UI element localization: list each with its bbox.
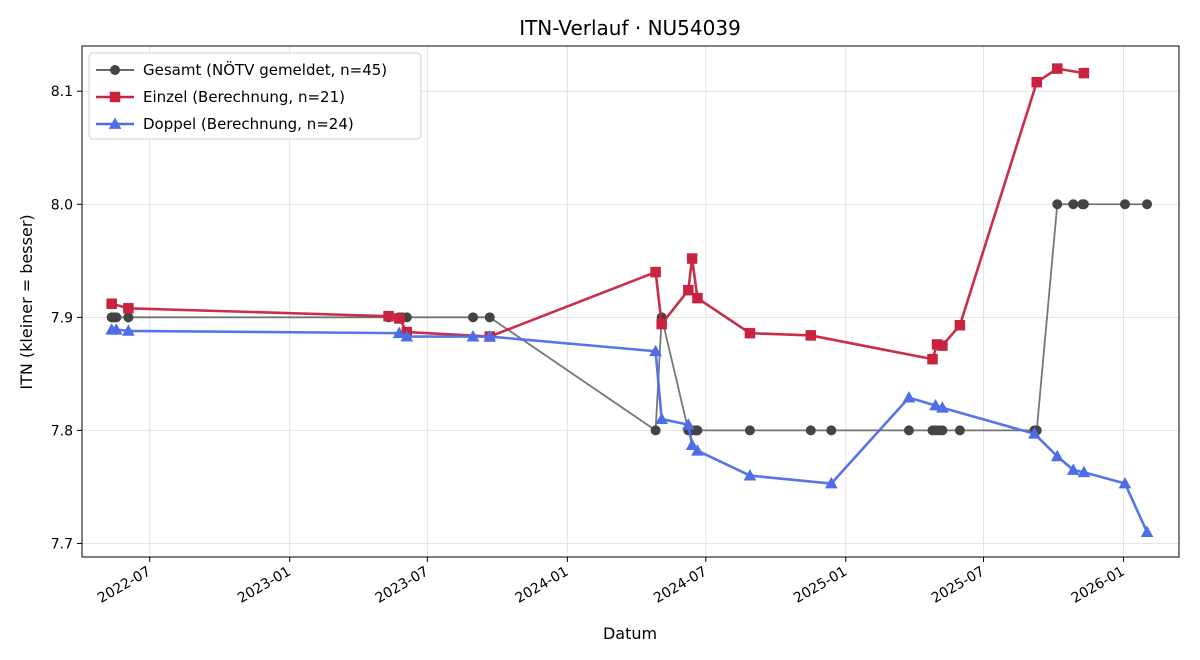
einzel-point: [393, 313, 405, 324]
doppel-point: [936, 401, 949, 413]
doppel-point: [122, 324, 135, 336]
gesamt-point: [903, 425, 914, 436]
einzel-point: [683, 284, 694, 296]
einzel-point: [1078, 67, 1090, 79]
gesamt-legend-marker: [110, 65, 120, 75]
einzel-point: [123, 303, 134, 314]
doppel-point: [685, 438, 699, 450]
gesamt-point: [1078, 199, 1089, 210]
doppel-point: [649, 344, 662, 357]
doppel-legend-marker: [108, 117, 122, 129]
gesamt-point: [1052, 199, 1063, 210]
doppel-point: [109, 323, 123, 335]
einzel-point: [937, 340, 948, 351]
einzel-legend-label: Einzel (Berechnung, n=21): [143, 88, 345, 106]
y-tick-label: 8.0: [51, 197, 73, 213]
gesamt-point: [937, 425, 948, 436]
doppel-point: [929, 398, 942, 411]
einzel-point: [1031, 76, 1042, 88]
chart-title: ITN-Verlauf · NU54039: [519, 16, 741, 40]
einzel-point: [954, 319, 966, 331]
doppel-point: [1066, 463, 1080, 475]
einzel-point: [650, 266, 661, 278]
legend: Gesamt (NÖTV gemeldet, n=45) Einzel (Bere…: [88, 52, 422, 140]
gesamt-point: [826, 425, 837, 436]
y-tick-label: 7.8: [51, 423, 73, 439]
doppel-point: [681, 418, 695, 430]
doppel-point: [466, 330, 480, 342]
einzel-point: [1052, 63, 1063, 74]
x-axis-label: Datum: [603, 624, 657, 643]
gesamt-point: [468, 312, 479, 323]
doppel-point: [824, 476, 838, 489]
doppel-point: [1050, 449, 1064, 462]
gesamt-point: [484, 312, 495, 323]
doppel-point: [392, 326, 406, 339]
doppel-point: [1140, 525, 1154, 538]
einzel-point: [927, 353, 938, 365]
doppel-point: [1077, 465, 1091, 478]
doppel-point: [1028, 427, 1041, 439]
einzel-legend-marker: [109, 91, 121, 103]
gesamt-point: [954, 425, 965, 436]
doppel-point: [400, 330, 414, 342]
gesamt-point: [1119, 199, 1130, 210]
einzel-point: [686, 253, 698, 264]
y-tick-label: 7.7: [51, 536, 73, 552]
gesamt-point: [123, 312, 134, 323]
doppel-point: [655, 412, 669, 424]
plot-frame: [81, 45, 1180, 558]
doppel-legend-label: Doppel (Berechnung, n=24): [143, 115, 354, 133]
doppel-point: [691, 444, 704, 456]
einzel-series: [106, 63, 1090, 365]
y-tick-label: 7.9: [51, 310, 73, 326]
einzel-point: [744, 327, 756, 339]
gesamt-point: [805, 425, 816, 436]
gesamt-legend-label: Gesamt (NÖTV gemeldet, n=45): [143, 60, 387, 79]
legend-box: [88, 52, 422, 140]
einzel-point: [805, 330, 817, 341]
y-axis-label: ITN (kleiner = besser): [17, 214, 36, 389]
doppel-point: [1118, 476, 1132, 489]
doppel-point: [902, 391, 916, 403]
series-layer: [105, 63, 1154, 538]
doppel-point: [483, 330, 497, 342]
gesamt-point: [692, 425, 703, 436]
einzel-point: [383, 310, 394, 322]
gesamt-point: [650, 425, 661, 436]
gesamt-point: [1142, 199, 1153, 210]
einzel-point: [106, 298, 117, 310]
gesamt-point: [111, 312, 122, 323]
doppel-series: [105, 323, 1154, 538]
gesamt-point: [1068, 199, 1079, 210]
doppel-point: [743, 469, 757, 481]
gesamt-point: [744, 425, 755, 436]
y-tick-label: 8.1: [51, 84, 73, 100]
einzel-point: [656, 318, 667, 330]
einzel-point: [692, 292, 703, 304]
